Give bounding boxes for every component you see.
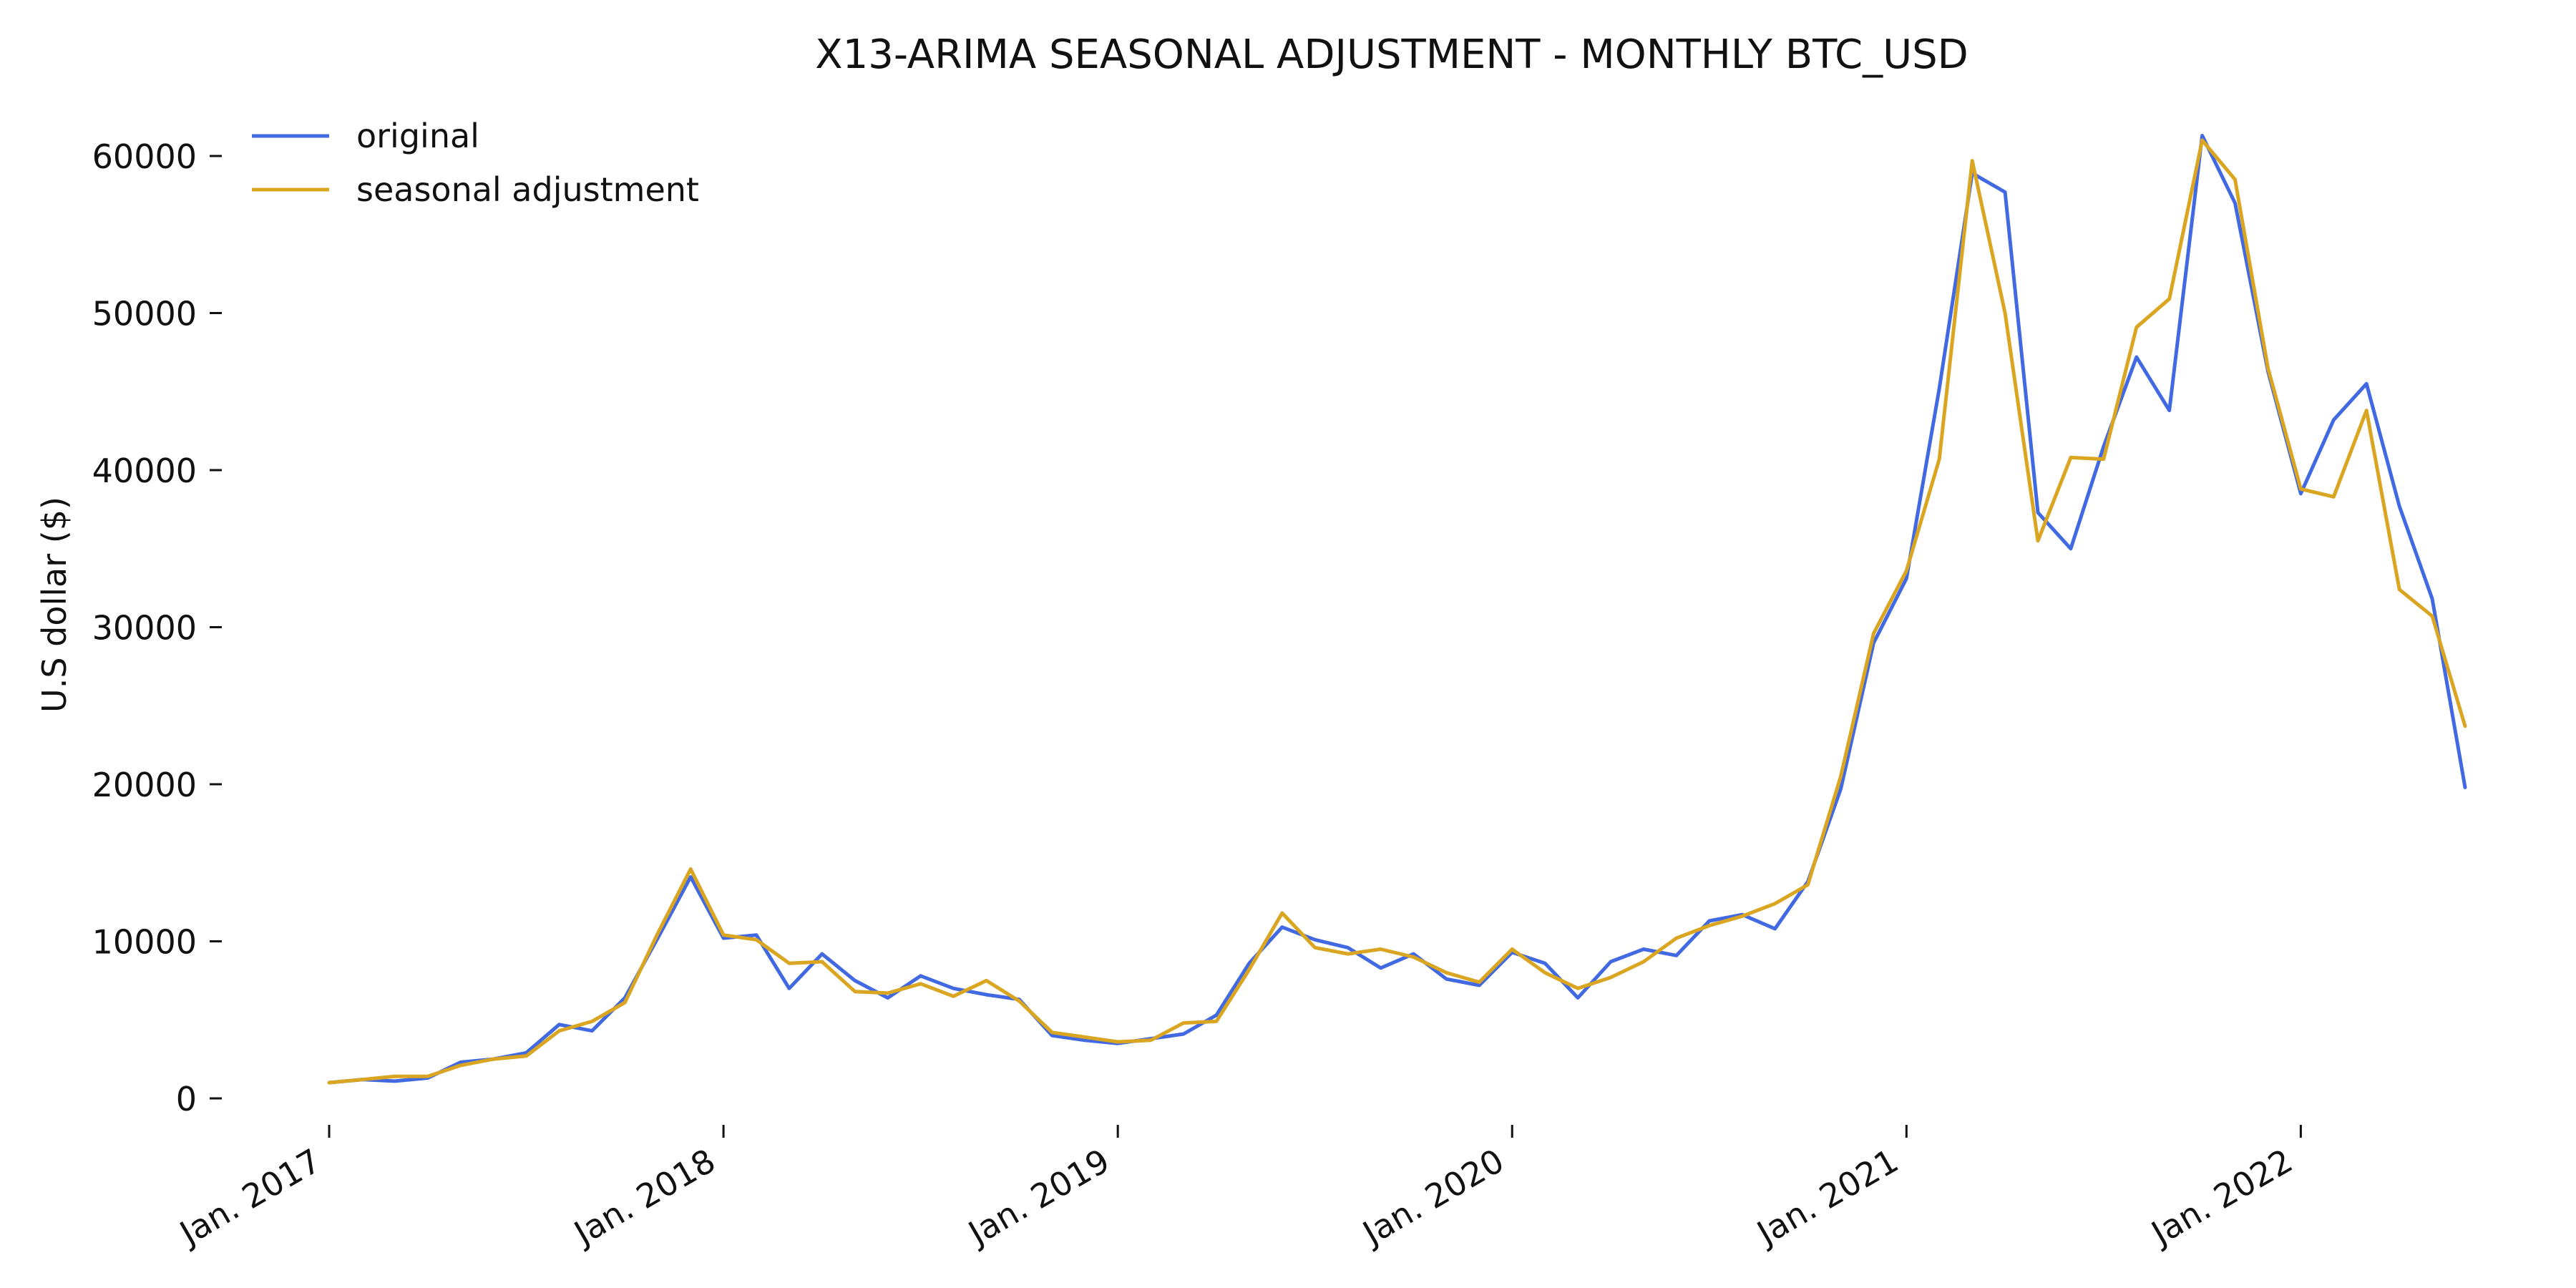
y-tick-label: 0 <box>176 1080 197 1118</box>
legend-label-seasonal-adjustment: seasonal adjustment <box>356 170 699 209</box>
y-tick-label: 30000 <box>92 609 197 648</box>
y-tick-label: 40000 <box>92 452 197 490</box>
y-tick-label: 60000 <box>92 137 197 176</box>
plot-area <box>327 134 2467 1085</box>
chart-title: X13-ARIMA SEASONAL ADJUSTMENT - MONTHLY … <box>815 31 1968 78</box>
x-tick-label: Jan. 2017 <box>172 1141 328 1254</box>
x-tick-label: Jan. 2019 <box>960 1141 1116 1254</box>
legend: original seasonal adjustment <box>252 117 699 209</box>
y-axis: 0 10000 20000 30000 40000 50000 60000 <box>92 137 222 1118</box>
series-line-seasonal-adjustment <box>327 138 2467 1085</box>
y-tick-label: 10000 <box>92 923 197 962</box>
x-tick-label: Jan. 2021 <box>1749 1141 1905 1254</box>
legend-label-original: original <box>356 117 479 155</box>
x-tick-label: Jan. 2020 <box>1355 1141 1511 1254</box>
y-tick-label: 20000 <box>92 766 197 804</box>
y-axis-label: U.S dollar ($) <box>35 497 74 713</box>
y-tick-label: 50000 <box>92 295 197 333</box>
x-tick-label: Jan. 2022 <box>2143 1141 2299 1254</box>
x-tick-label: Jan. 2018 <box>566 1141 722 1254</box>
series-line-original <box>327 134 2467 1085</box>
x-axis: Jan. 2017 Jan. 2018 Jan. 2019 Jan. 2020 Jan.… <box>172 1125 2302 1254</box>
